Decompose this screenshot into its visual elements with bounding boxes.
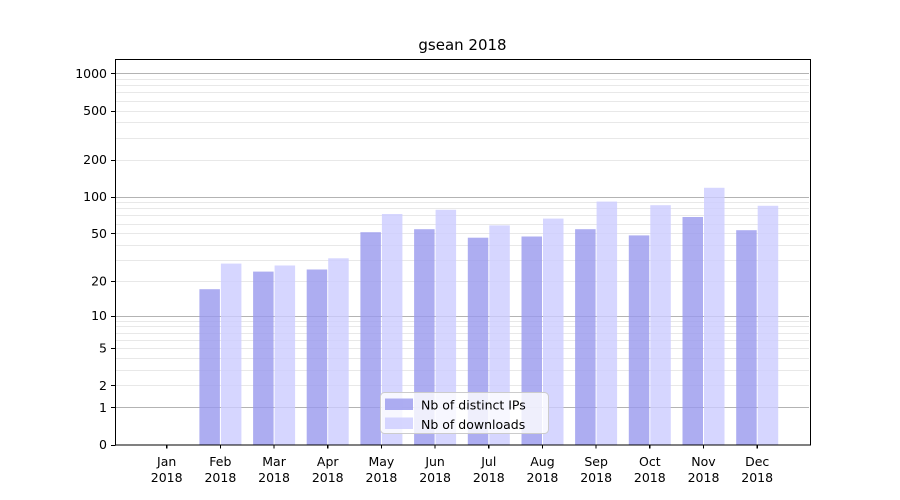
x-tick-label-month: Feb [209, 454, 231, 469]
x-tick-label-month: Sep [584, 454, 608, 469]
bar-apr-nb-of-downloads [328, 258, 349, 445]
x-tick-label-year: 2018 [634, 470, 666, 485]
bar-dec-nb-of-downloads [757, 205, 779, 445]
bar-may-nb-of-downloads [381, 214, 403, 445]
bar-dec-nb-of-distinct-ips [736, 230, 757, 445]
bar-jun-nb-of-downloads [435, 209, 457, 445]
legend-item-nb-of-distinct-ips: Nb of distinct IPs [385, 398, 526, 413]
y-axis: 0 1 2 5 10 20 50 100 200 500 1000 [75, 66, 116, 452]
x-tick-label-month: Oct [639, 454, 661, 469]
bar-jul-nb-of-downloads [489, 225, 510, 445]
bar-may-nb-of-distinct-ips [360, 232, 381, 445]
legend-box [380, 392, 549, 434]
bar-oct-nb-of-downloads [650, 205, 671, 445]
y-tick-label: 5 [99, 341, 107, 356]
bar-feb-nb-of-downloads [220, 263, 242, 445]
x-tick-label-month: Jan [156, 454, 176, 469]
bar-nov-nb-of-distinct-ips [682, 217, 703, 445]
legend-swatch-nb-of-distinct-ips [385, 398, 413, 410]
x-tick-label-year: 2018 [258, 470, 290, 485]
bar-aug-nb-of-downloads [543, 218, 564, 445]
x-tick-label-month: Mar [262, 454, 286, 469]
bar-mar-nb-of-downloads [274, 265, 296, 445]
x-tick-label-month: Jun [424, 454, 445, 469]
y-tick-label: 0 [99, 437, 107, 452]
chart-title: gsean 2018 [418, 36, 506, 54]
y-tick-label: 100 [83, 189, 107, 204]
x-tick-label-year: 2018 [204, 470, 236, 485]
legend-label-nb-of-downloads: Nb of downloads [421, 417, 525, 432]
y-tick-label: 500 [83, 103, 107, 118]
x-axis: Jan2018Feb2018Mar2018Apr2018May2018Jun20… [151, 444, 773, 485]
bar-mar-nb-of-distinct-ips [253, 271, 274, 445]
x-tick-label-year: 2018 [580, 470, 612, 485]
y-tick-label: 1 [99, 400, 107, 415]
y-tick-label: 200 [83, 152, 107, 167]
plot-border [114, 58, 812, 446]
y-tick-label: 50 [91, 226, 107, 241]
bar-jun-nb-of-distinct-ips [414, 229, 435, 445]
x-tick-label-year: 2018 [419, 470, 451, 485]
bar-oct-nb-of-distinct-ips [628, 235, 650, 445]
x-tick-label-month: Dec [745, 454, 769, 469]
x-tick-label-month: Nov [691, 454, 716, 469]
x-tick-label-month: Jul [480, 454, 496, 469]
x-tick-label-year: 2018 [312, 470, 344, 485]
x-tick-label-year: 2018 [366, 470, 398, 485]
x-tick-label-month: May [368, 454, 394, 469]
bar-feb-nb-of-distinct-ips [199, 289, 220, 445]
legend: Nb of distinct IPs Nb of downloads [380, 392, 549, 434]
x-tick-label-year: 2018 [473, 470, 505, 485]
y-tick-label: 10 [91, 308, 107, 323]
x-tick-label-month: Apr [317, 454, 339, 469]
y-tick-label: 2 [99, 378, 107, 393]
y-tick-label: 20 [91, 273, 107, 288]
x-tick-label-year: 2018 [688, 470, 720, 485]
legend-swatch-nb-of-downloads [385, 417, 413, 429]
legend-label-nb-of-distinct-ips: Nb of distinct IPs [421, 398, 526, 413]
x-tick-label-year: 2018 [527, 470, 559, 485]
x-tick-label-year: 2018 [741, 470, 773, 485]
series-nb-of-downloads [220, 187, 779, 445]
bar-nov-nb-of-downloads [704, 187, 725, 445]
bar-sep-nb-of-distinct-ips [575, 229, 596, 445]
x-tick-label-year: 2018 [151, 470, 183, 485]
y-tick-label: 1000 [75, 66, 107, 81]
bar-apr-nb-of-distinct-ips [306, 269, 328, 445]
x-tick-label-month: Aug [530, 454, 554, 469]
bar-sep-nb-of-downloads [596, 201, 618, 445]
legend-item-nb-of-downloads: Nb of downloads [385, 417, 525, 432]
